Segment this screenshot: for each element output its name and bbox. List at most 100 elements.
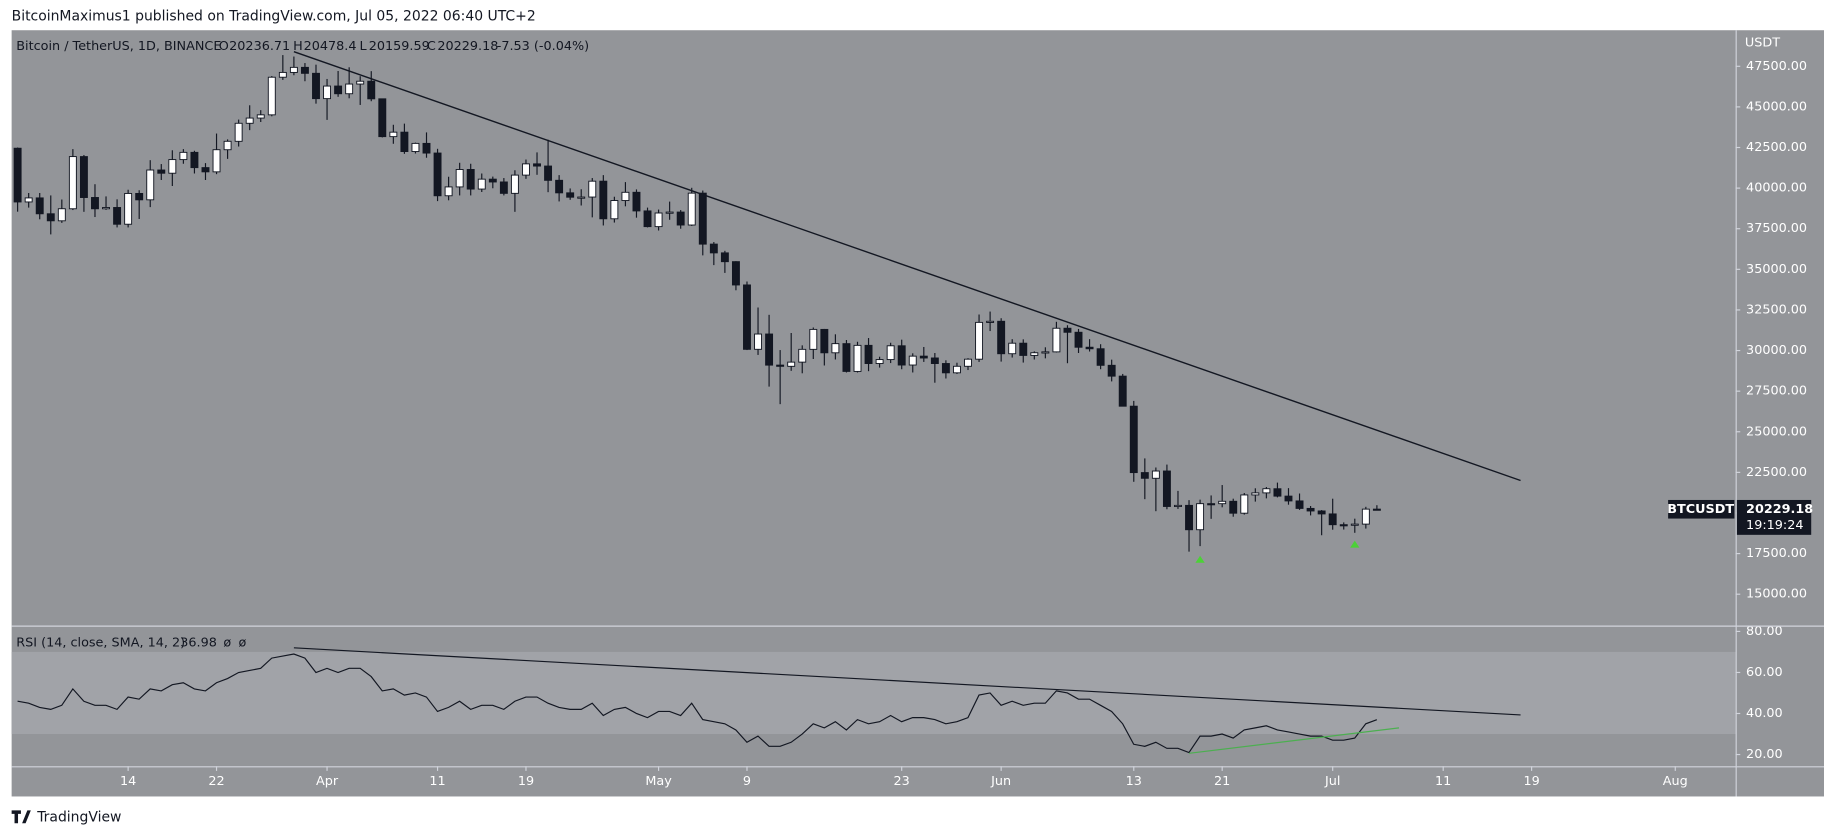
publisher: BitcoinMaximus1 published on TradingView… xyxy=(12,8,536,24)
candle-body xyxy=(1218,500,1227,505)
candle-body xyxy=(897,345,906,366)
y-tick-label: 80.00 xyxy=(1746,624,1783,639)
x-tick-label: Jul xyxy=(1324,774,1340,789)
candle-body xyxy=(113,207,122,225)
x-tick-label: 21 xyxy=(1214,774,1230,789)
y-tick-label: 42500.00 xyxy=(1746,140,1807,155)
candle-body xyxy=(455,169,464,188)
ohlc-label: H xyxy=(293,39,303,54)
candle-body xyxy=(356,80,365,85)
candle-body xyxy=(1295,500,1304,509)
candle-body xyxy=(35,197,44,215)
candle-body xyxy=(1074,331,1083,348)
candle-body xyxy=(1350,523,1359,526)
candle-body xyxy=(400,131,409,153)
candle-body xyxy=(522,163,530,176)
x-tick-label: Aug xyxy=(1663,774,1688,789)
candle-body xyxy=(1008,342,1017,355)
candle-body xyxy=(1262,488,1271,494)
candle-body xyxy=(709,243,718,254)
candle-body xyxy=(588,180,597,198)
candle-body xyxy=(930,357,939,364)
candle-body xyxy=(389,131,398,138)
candle-body xyxy=(1207,503,1216,506)
y-tick-label: 40.00 xyxy=(1746,706,1783,721)
candle-body xyxy=(1019,342,1028,356)
candle-body xyxy=(875,359,884,364)
rsi-value: 36.98 xyxy=(180,635,217,650)
y-tick-label: 60.00 xyxy=(1746,665,1783,680)
x-tick-label: 9 xyxy=(743,774,751,789)
candle-body xyxy=(1284,495,1293,502)
candle-body xyxy=(941,363,950,374)
candle-body xyxy=(1229,500,1238,514)
candle-body xyxy=(323,85,332,100)
candle-body xyxy=(1317,510,1326,515)
candle-body xyxy=(1328,513,1337,526)
candle-body xyxy=(743,284,751,350)
candle-body xyxy=(599,180,608,220)
candle-body xyxy=(533,163,541,167)
candle-body xyxy=(864,344,873,364)
candle-body xyxy=(698,192,707,245)
candle-body xyxy=(1306,507,1315,512)
candle-body xyxy=(13,147,22,203)
rsi-band xyxy=(11,651,1736,735)
candle-body xyxy=(621,191,630,202)
y-tick-label: 27500.00 xyxy=(1746,384,1807,399)
ohlc-label: L xyxy=(359,39,367,54)
candle-body xyxy=(300,66,309,74)
high-value: 20478.4 xyxy=(304,39,357,54)
candle-body xyxy=(411,142,420,153)
candle-body xyxy=(46,213,55,222)
candle-body xyxy=(566,192,575,198)
candle-body xyxy=(1052,327,1061,353)
candle-body xyxy=(610,200,619,220)
candle-body xyxy=(1107,364,1116,377)
y-tick-label: 22500.00 xyxy=(1746,465,1807,480)
candle-body xyxy=(135,192,144,201)
candle-body xyxy=(488,178,497,183)
candle-body xyxy=(124,192,133,225)
candle-body xyxy=(102,207,110,210)
candle-body xyxy=(853,344,862,372)
candle-body xyxy=(975,321,984,360)
x-tick-label: 13 xyxy=(1126,774,1142,789)
candle-body xyxy=(1085,346,1094,350)
candle-body xyxy=(1162,470,1171,507)
candle-body xyxy=(654,212,663,228)
candle-body xyxy=(79,156,88,198)
candle-body xyxy=(256,114,265,119)
candle-body xyxy=(1030,352,1039,356)
candle-body xyxy=(168,159,177,174)
candle-body xyxy=(1140,472,1149,479)
candle-body xyxy=(367,80,376,100)
price-tag xyxy=(1736,499,1812,535)
candle-body xyxy=(577,196,586,199)
x-tick-label: 19 xyxy=(1523,774,1539,789)
candle-body xyxy=(1129,405,1138,474)
x-tick-label: Jun xyxy=(990,774,1011,789)
rsi-na: ø xyxy=(223,635,231,650)
open-value: 20236.71 xyxy=(229,39,290,54)
candle-body xyxy=(157,169,166,174)
close-value: 20229.18 xyxy=(437,39,498,54)
candle-body xyxy=(278,71,287,78)
x-tick-label: 22 xyxy=(208,774,224,789)
x-tick-label: May xyxy=(645,774,672,789)
change-percent: (-0.04%) xyxy=(534,39,589,54)
candle-body xyxy=(1174,504,1182,508)
rsi-na: ø xyxy=(238,635,246,650)
candle-body xyxy=(245,117,254,124)
candle-body xyxy=(1041,351,1050,354)
candle-body xyxy=(146,169,155,201)
y-tick-label: 47500.00 xyxy=(1746,59,1807,74)
price-tag-label: 20229.18 xyxy=(1746,502,1813,517)
y-tick-label: 40000.00 xyxy=(1746,181,1807,196)
rsi-trendline xyxy=(1188,727,1400,754)
x-tick-label: 23 xyxy=(894,774,910,789)
candle-body xyxy=(820,328,829,354)
candle-body xyxy=(776,364,785,367)
candle-body xyxy=(201,167,210,173)
